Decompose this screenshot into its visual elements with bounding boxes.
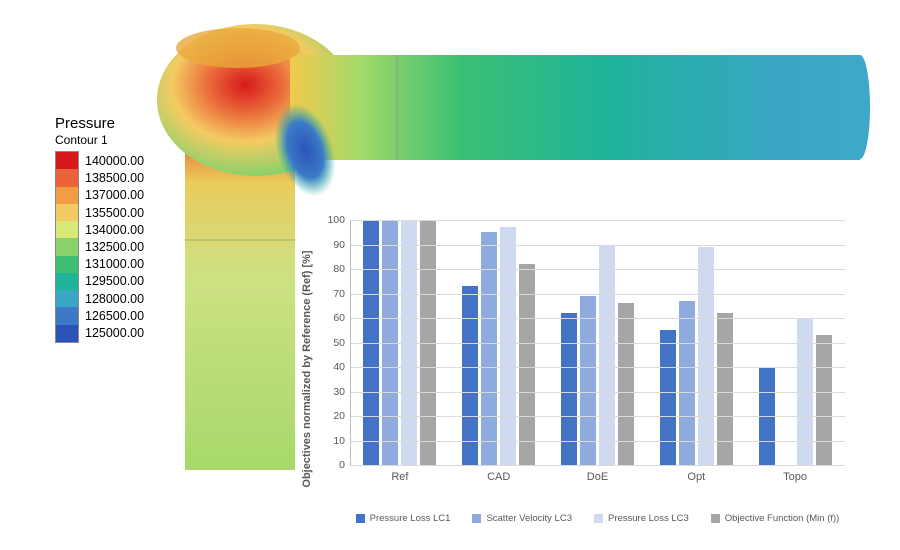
legend-tick: 132500.00	[85, 240, 144, 254]
legend-tick: 128000.00	[85, 292, 144, 306]
legend-item: Objective Function (Min (f))	[711, 513, 840, 524]
y-tick-label: 40	[333, 361, 345, 373]
legend-tick: 126500.00	[85, 309, 144, 323]
legend-item: Pressure Loss LC1	[356, 513, 451, 524]
legend-item: Scatter Velocity LC3	[472, 513, 572, 524]
gridline	[351, 318, 845, 319]
legend-label: Pressure Loss LC1	[370, 513, 451, 524]
bar	[717, 313, 733, 465]
bar	[500, 227, 516, 465]
legend-swatch	[56, 169, 78, 186]
gridline	[351, 220, 845, 221]
legend-ticklabels: 140000.00138500.00137000.00135500.001340…	[85, 161, 225, 333]
legend-swatch	[56, 238, 78, 255]
legend-tick: 129500.00	[85, 274, 144, 288]
legend-swatch	[56, 221, 78, 238]
legend-title: Pressure	[55, 115, 225, 132]
bar	[816, 335, 832, 465]
y-axis-title: Objectives normalized by Reference (Ref)…	[301, 250, 313, 487]
gridline	[351, 343, 845, 344]
objectives-bar-chart: Objectives normalized by Reference (Ref)…	[295, 210, 855, 528]
gridline	[351, 465, 845, 466]
y-tick-label: 100	[327, 214, 345, 226]
figure: Pressure Contour 1 140000.00 138500.00 137…	[0, 0, 900, 550]
legend-item: Pressure Loss LC3	[594, 513, 689, 524]
legend-label: Objective Function (Min (f))	[725, 513, 840, 524]
bar	[599, 245, 615, 466]
bar	[481, 232, 497, 465]
bar	[698, 247, 714, 465]
legend-subtitle: Contour 1	[55, 133, 225, 147]
x-tick-label: DoE	[587, 471, 608, 483]
legend-swatch	[56, 256, 78, 273]
legend-colorbar	[55, 151, 79, 343]
legend-tick: 134000.00	[85, 223, 144, 237]
gridline	[351, 416, 845, 417]
y-tick-label: 60	[333, 312, 345, 324]
x-tick-label: Ref	[391, 471, 408, 483]
legend-swatch-icon	[711, 514, 720, 523]
y-tick-label: 30	[333, 386, 345, 398]
legend-swatch-icon	[472, 514, 481, 523]
x-tick-label: CAD	[487, 471, 510, 483]
legend-swatch	[56, 273, 78, 290]
legend-tick: 131000.00	[85, 257, 144, 271]
legend-swatch	[56, 325, 78, 342]
legend-tick: 140000.00	[85, 154, 144, 168]
y-tick-label: 0	[339, 459, 345, 471]
legend-swatch	[56, 187, 78, 204]
legend-swatch-icon	[594, 514, 603, 523]
gridline	[351, 269, 845, 270]
pressure-legend: Pressure Contour 1 140000.00 138500.00 137…	[55, 115, 225, 343]
legend-swatch	[56, 204, 78, 221]
y-tick-label: 20	[333, 410, 345, 422]
legend-label: Pressure Loss LC3	[608, 513, 689, 524]
legend-tick: 137000.00	[85, 188, 144, 202]
y-tick-label: 80	[333, 263, 345, 275]
legend-tick: 125000.00	[85, 326, 144, 340]
plot-area: RefCADDoEOptTopo 0102030405060708090100	[350, 220, 845, 466]
legend-swatch	[56, 307, 78, 324]
bar	[660, 330, 676, 465]
legend-swatch-icon	[356, 514, 365, 523]
chart-legend: Pressure Loss LC1 Scatter Velocity LC3 Pre…	[350, 513, 845, 524]
x-tick-label: Topo	[783, 471, 807, 483]
x-tick-label: Opt	[687, 471, 705, 483]
legend-swatch	[56, 152, 78, 169]
bar	[462, 286, 478, 465]
y-tick-label: 50	[333, 337, 345, 349]
y-tick-label: 90	[333, 239, 345, 251]
legend-tick: 138500.00	[85, 171, 144, 185]
gridline	[351, 367, 845, 368]
gridline	[351, 294, 845, 295]
bar	[561, 313, 577, 465]
y-tick-label: 10	[333, 435, 345, 447]
legend-label: Scatter Velocity LC3	[486, 513, 572, 524]
legend-tick: 135500.00	[85, 206, 144, 220]
gridline	[351, 441, 845, 442]
gridline	[351, 245, 845, 246]
legend-swatch	[56, 290, 78, 307]
y-tick-label: 70	[333, 288, 345, 300]
gridline	[351, 392, 845, 393]
